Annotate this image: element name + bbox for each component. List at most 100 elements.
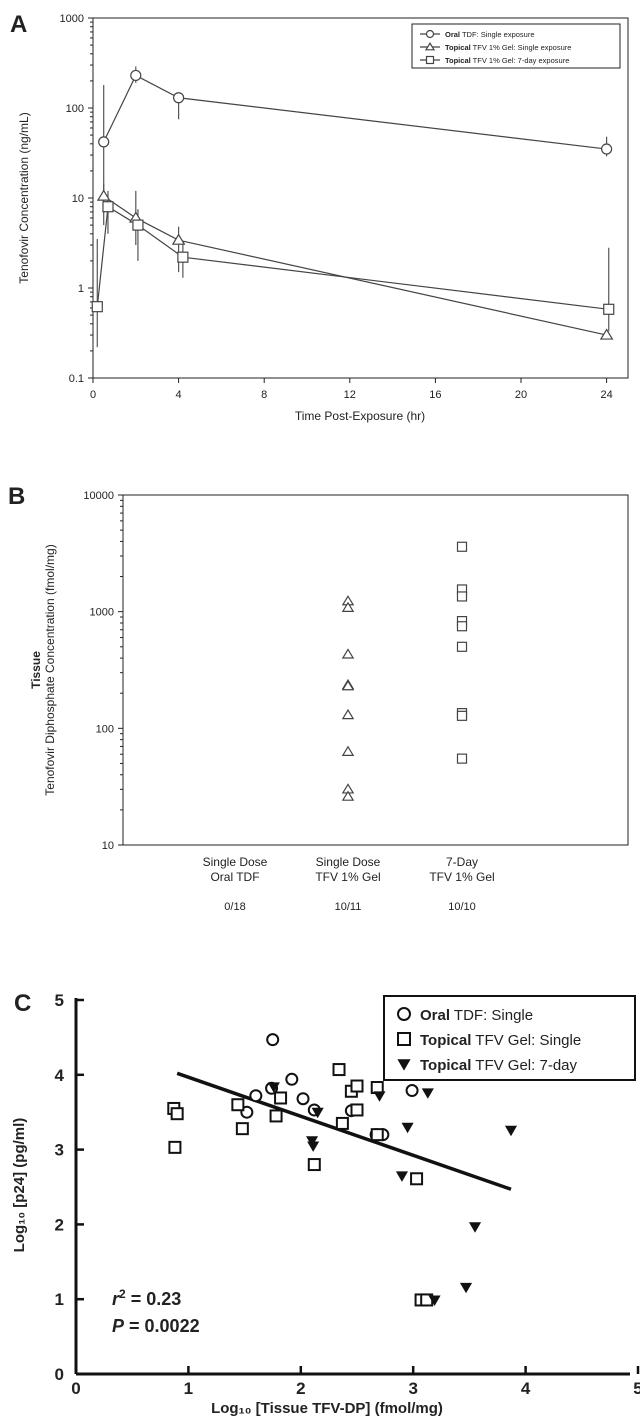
panel-b-category-label-line1: Single Dose — [316, 855, 381, 869]
panel-a-legend: Oral TDF: Single exposure Topical TFV 1% … — [411, 23, 621, 69]
panel-c-x-tick-label: 5 — [633, 1379, 640, 1398]
panel-a-letter: A — [10, 11, 27, 38]
panel-a-legend-entry: Topical TFV 1% Gel: Single exposure — [445, 43, 571, 52]
panel-c-point — [459, 1282, 473, 1294]
panel-b-y-tick-label: 10000 — [83, 490, 114, 502]
panel-b-point — [341, 648, 355, 659]
panel-a-x-axis-label: Time Post-Exposure (hr) — [295, 409, 425, 423]
panel-c-markers — [167, 1033, 518, 1307]
panel-b-point — [341, 708, 355, 720]
panel-c-point — [405, 1084, 419, 1098]
panel-a-plot-frame — [92, 17, 629, 379]
panel-c-legend-swatch — [397, 1059, 411, 1071]
panel-a-legend-entry: Topical TFV 1% Gel: 7-day exposure — [445, 56, 569, 65]
panel-b-plot-frame — [122, 494, 629, 846]
panel-c-point — [168, 1140, 182, 1154]
panel-c-point — [395, 1171, 409, 1182]
panel-c-legend-entry: Topical TFV Gel: 7-day — [420, 1057, 577, 1074]
panel-c-r2-annotation: r2 = 0.23 — [112, 1287, 181, 1309]
panel-c-point — [266, 1033, 280, 1047]
panel-c-point — [307, 1158, 321, 1172]
panel-a-point — [98, 136, 110, 148]
panel-a-y-ticks: 0.1 1 10 100 1000 — [60, 13, 93, 385]
panel-b-category-count: 0/18 — [224, 901, 245, 913]
panel-c-point — [335, 1116, 349, 1130]
panel-b-markers — [341, 541, 468, 801]
panel-c-x-tick-label: 3 — [408, 1379, 417, 1398]
panel-a-series-line — [103, 195, 607, 336]
panel-c-x-axis-label: Log₁₀ [Tissue TFV-DP] (fmol/mg) — [211, 1400, 443, 1417]
legend-entry-rest: TFV 1% Gel: Single exposure — [471, 43, 572, 52]
legend-entry-rest: TFV Gel: 7-day — [471, 1057, 577, 1074]
panel-b-y-tick-label: 10 — [102, 840, 114, 852]
panel-c-legend-items: Oral TDF: Single Topical TFV Gel: Single T… — [397, 1007, 581, 1074]
panel-a-y-axis-label: Tenofovir Concentration (ng/mL) — [17, 112, 31, 283]
panel-c-legend: Oral TDF: Single Topical TFV Gel: Single T… — [383, 995, 636, 1081]
panel-c-point — [401, 1122, 414, 1134]
panel-c-fit-line — [176, 1071, 512, 1191]
panel-a-x-tick-label: 16 — [429, 389, 441, 401]
panel-a-point — [603, 303, 615, 315]
panel-c-point — [311, 1107, 324, 1119]
legend-entry-bold: Oral — [445, 30, 460, 39]
panel-a-x-tick-label: 4 — [176, 389, 182, 401]
panel-b-point — [341, 790, 355, 801]
panel-c-point — [274, 1091, 288, 1105]
panel-c-point — [170, 1107, 184, 1121]
panel-b-category-count: 10/10 — [448, 901, 476, 913]
panel-c-x-tick-label: 1 — [184, 1379, 193, 1398]
legend-entry-bold: Topical — [445, 43, 471, 52]
legend-entry-rest: TFV 1% Gel: 7-day exposure — [471, 56, 570, 65]
panel-b-category-label-line1: Single Dose — [203, 855, 268, 869]
panel-a-point — [600, 143, 613, 155]
panel-a-point — [171, 233, 186, 245]
panel-a: A 0.1 1 10 100 1000 0 4 8 12 16 20 24 Time Post-Ex… — [10, 11, 629, 423]
panel-b-y-tick-label: 1000 — [90, 607, 114, 619]
panel-a-x-tick-label: 20 — [515, 389, 527, 401]
panel-c-point — [350, 1103, 364, 1117]
panel-a-point — [102, 201, 114, 213]
panel-c-x-tick-label: 0 — [71, 1379, 80, 1398]
panel-c-point — [332, 1063, 346, 1077]
panel-a-y-tick-label: 1000 — [60, 13, 84, 25]
panel-a-x-tick-label: 0 — [90, 389, 96, 401]
panel-b-point — [341, 601, 355, 612]
legend-entry-bold: Topical — [420, 1032, 471, 1049]
panel-c-point — [267, 1082, 280, 1093]
panel-c-p-annotation: P = 0.0022 — [112, 1316, 200, 1336]
panel-a-legend-swatch-marker — [424, 41, 436, 51]
panel-c-point — [428, 1295, 441, 1306]
panel-b-y-axis-label-line2: Tenofovir Diphosphate Concentration (fmo… — [43, 544, 57, 795]
legend-entry-rest: TDF: Single — [450, 1007, 533, 1024]
panel-c-point — [350, 1079, 364, 1093]
panel-c-point — [468, 1222, 482, 1233]
r2-symbol: r — [112, 1289, 120, 1309]
panel-b-point — [456, 591, 468, 602]
panel-b-category-label-line1: 7-Day — [446, 855, 478, 869]
panel-b-category-label-line2: Oral TDF — [210, 870, 259, 884]
panel-c-point — [296, 1092, 310, 1106]
panel-c-legend-entry: Oral TDF: Single — [420, 1007, 533, 1024]
panel-c-regression-line — [176, 1071, 512, 1191]
panel-c-legend-swatch — [397, 1032, 411, 1046]
panel-c-point — [370, 1128, 384, 1142]
panel-a-point — [173, 92, 185, 104]
panel-a-y-tick-label: 100 — [66, 103, 84, 115]
panel-c-point — [269, 1109, 283, 1123]
panel-c-point — [231, 1098, 245, 1112]
panel-a-point — [177, 251, 189, 263]
legend-entry-rest: TFV Gel: Single — [471, 1032, 581, 1049]
panel-a-x-tick-label: 12 — [344, 389, 356, 401]
panel-b-point — [341, 680, 355, 691]
panel-c-axes: 0 1 2 3 4 5 0 1 2 3 4 5 — [55, 991, 640, 1398]
panel-a-x-tick-label: 8 — [261, 389, 267, 401]
panel-b-category-label-line2: TFV 1% Gel — [429, 870, 494, 884]
panel-a-point — [96, 189, 111, 201]
panel-a-x-ticks: 0 4 8 12 16 20 24 — [90, 378, 613, 401]
panel-c-letter: C — [14, 990, 31, 1017]
legend-entry-bold: Topical — [445, 56, 471, 65]
panel-c-y-axis-label: Log₁₀ [p24] (pg/ml) — [11, 1118, 28, 1253]
panel-b-point — [456, 621, 468, 632]
